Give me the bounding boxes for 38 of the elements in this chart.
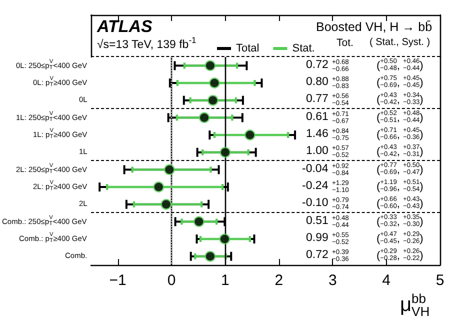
annotation: 0.72 — [306, 58, 328, 72]
annotation: ($^{+0.50}$$_{−0.48}$, $^{+0.46}$$_{−0.44}$) — [376, 58, 424, 72]
text: √s=13 TeV, 139 fb$^{-1}$ — [97, 34, 196, 51]
annotation: ($^{+0.43}$$_{−0.42}$, $^{+0.37}$$_{−0.31}$) — [376, 144, 424, 160]
annotation: ($^{+0.77}$$_{−0.69}$, $^{+0.50}$$_{−0.47}$) — [376, 162, 424, 176]
annotation: 0.51 — [306, 214, 328, 228]
annotation: 1.46 — [306, 128, 328, 140]
legend-label: Total — [236, 42, 260, 54]
chart-title: ATLAS — [97, 16, 152, 36]
annotation: 0.61 — [306, 110, 328, 124]
x-tick-label: 4 — [382, 272, 390, 289]
annotation: 1.00 — [306, 145, 328, 158]
annotation: ($^{+0.43}$$_{−0.42}$, $^{+0.34}$$_{−0.33}$) — [376, 92, 424, 108]
annotation: -0.24 — [302, 180, 328, 192]
annotation: 0.72 — [306, 249, 328, 262]
chart-subtitle: Boosted VH, H → bb̄ — [316, 20, 432, 34]
annotation: -0.10 — [302, 197, 328, 210]
x-tick-label: 5 — [436, 272, 444, 289]
x-tick-label: 1 — [221, 272, 230, 289]
annotation: ($^{+0.29}$$_{−0.28}$, $^{+0.26}$$_{−0.22}$) — [376, 248, 424, 264]
annotation: ($^{+0.33}$$_{−0.32}$, $^{+0.35}$$_{−0.30}$) — [376, 214, 424, 228]
annotation: ($^{+0.66}$$_{−0.60}$, $^{+0.43}$$_{−0.43}$) — [376, 196, 424, 212]
annotation: -0.04 — [302, 162, 328, 176]
annotation: 0.80 — [306, 76, 328, 88]
x-tick-label: 3 — [328, 272, 337, 289]
annotation: ($^{+0.75}$$_{−0.69}$, $^{+0.45}$$_{−0.45}$) — [376, 75, 424, 90]
x-tick-label: 0 — [167, 272, 176, 289]
annotation: 0.99 — [306, 232, 328, 244]
x-tick-label: 2 — [274, 272, 284, 289]
text: ( Stat., Syst. ) — [370, 37, 430, 48]
annotation: ($^{+0.52}$$_{−0.51}$, $^{+0.48}$$_{−0.44}$) — [376, 110, 424, 124]
text: Tot. — [336, 36, 354, 48]
annotation: 0.77 — [306, 93, 328, 106]
legend-label: Stat. — [292, 42, 315, 54]
annotation: ($^{+0.47}$$_{−0.45}$, $^{+0.29}$$_{−0.26}$) — [376, 231, 424, 246]
annotation: ($^{+0.71}$$_{−0.66}$, $^{+0.45}$$_{−0.36}$) — [376, 127, 424, 142]
annotation: ($^{+1.19}$$_{−0.96}$, $^{+0.51}$$_{−0.54}$) — [376, 179, 424, 194]
x-tick-label: −1 — [109, 272, 126, 289]
